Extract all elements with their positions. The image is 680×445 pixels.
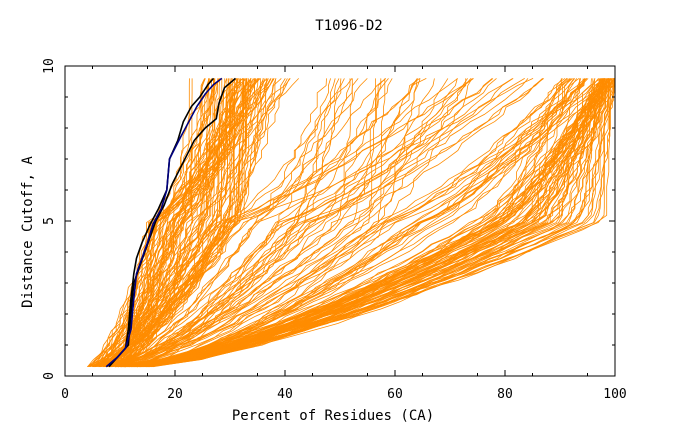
curve-line-127 (102, 78, 435, 368)
curve-line-229 (120, 78, 589, 368)
curve-line-55 (106, 78, 268, 367)
curve-line-118 (108, 78, 376, 368)
curve-line-224 (137, 78, 586, 368)
x-tick-label: 20 (167, 387, 183, 402)
chart-title: T1096-D2 (315, 18, 382, 34)
curve-line-134 (121, 78, 544, 368)
curve-line-62 (122, 78, 274, 367)
y-tick-label: 0 (42, 372, 57, 380)
x-tick-label: 40 (277, 387, 293, 402)
curve-line-73 (94, 78, 277, 368)
curve-line-80 (113, 78, 269, 368)
curve-line-206 (149, 78, 594, 368)
curve-line-196 (146, 78, 573, 368)
curve-line-157 (121, 78, 610, 368)
curve-line-211 (131, 78, 588, 368)
curve-line-220 (140, 78, 602, 368)
curve-line-97 (120, 78, 331, 368)
curve-line-116 (118, 78, 340, 368)
curve-line-71 (107, 78, 238, 368)
highlight-series-line-1 (105, 77, 215, 368)
curve-line-83 (124, 78, 252, 368)
curve-line-132 (100, 78, 468, 368)
curve-line-93 (108, 78, 342, 368)
curve-line-77 (114, 78, 259, 368)
y-tick-label: 10 (42, 58, 57, 74)
curve-line-194 (143, 78, 586, 368)
highlight-series-line-0 (108, 77, 237, 368)
x-tick-label: 60 (387, 387, 403, 402)
curve-line-128 (99, 78, 474, 368)
highlight-layer (105, 77, 237, 368)
curve-line-216 (122, 78, 607, 368)
curves-layer (87, 78, 616, 368)
curve-line-53 (121, 78, 282, 367)
curve-line-195 (125, 78, 580, 368)
curve-line-112 (131, 78, 336, 368)
curve-line-133 (99, 78, 386, 368)
curve-line-227 (134, 78, 567, 368)
x-axis-label: Percent of Residues (CA) (232, 408, 434, 424)
curve-line-121 (137, 78, 345, 368)
curve-line-99 (122, 78, 467, 368)
curve-line-104 (132, 78, 351, 368)
ticks-layer: 0 20 40 60 80 100 0 5 10 (42, 58, 627, 402)
curve-line-81 (122, 78, 214, 367)
x-tick-label: 80 (497, 387, 513, 402)
curve-line-58 (118, 78, 259, 368)
curve-line-201 (152, 78, 612, 368)
curve-line-126 (102, 78, 353, 368)
curve-line-222 (128, 78, 571, 368)
curve-line-68 (90, 78, 244, 367)
curve-line-228 (152, 78, 568, 368)
curve-line-78 (110, 78, 247, 367)
curve-line-69 (118, 78, 210, 368)
curve-line-225 (133, 78, 596, 368)
curve-line-135 (139, 78, 615, 368)
curve-line-226 (136, 78, 601, 368)
curve-line-154 (124, 78, 615, 368)
highlight-series-line-2 (105, 77, 223, 368)
curve-line-122 (116, 78, 386, 368)
y-tick-label: 5 (42, 217, 57, 225)
curve-line-114 (130, 78, 393, 368)
x-tick-label: 0 (61, 387, 69, 402)
curve-line-188 (125, 78, 604, 368)
curve-line-86 (107, 78, 193, 367)
curve-line-36 (103, 78, 264, 367)
curve-line-198 (141, 78, 592, 368)
curve-line-142 (130, 78, 614, 368)
curve-line-84 (94, 78, 249, 368)
curve-line-38 (114, 78, 248, 368)
curve-line-101 (106, 78, 427, 368)
curve-line-123 (111, 78, 353, 368)
curve-line-187 (136, 78, 601, 368)
curve-line-90 (103, 78, 382, 368)
curve-line-88 (104, 78, 233, 368)
curve-line-223 (147, 78, 615, 368)
curve-line-170 (123, 78, 608, 368)
curve-line-119 (120, 78, 494, 368)
y-axis-label: Distance Cutoff, A (20, 156, 36, 308)
curve-line-82 (110, 78, 247, 367)
curve-line-217 (109, 78, 613, 368)
curve-line-129 (111, 78, 458, 368)
curve-line-184 (121, 78, 611, 368)
curve-line-213 (150, 78, 595, 368)
x-tick-label: 100 (603, 387, 626, 402)
